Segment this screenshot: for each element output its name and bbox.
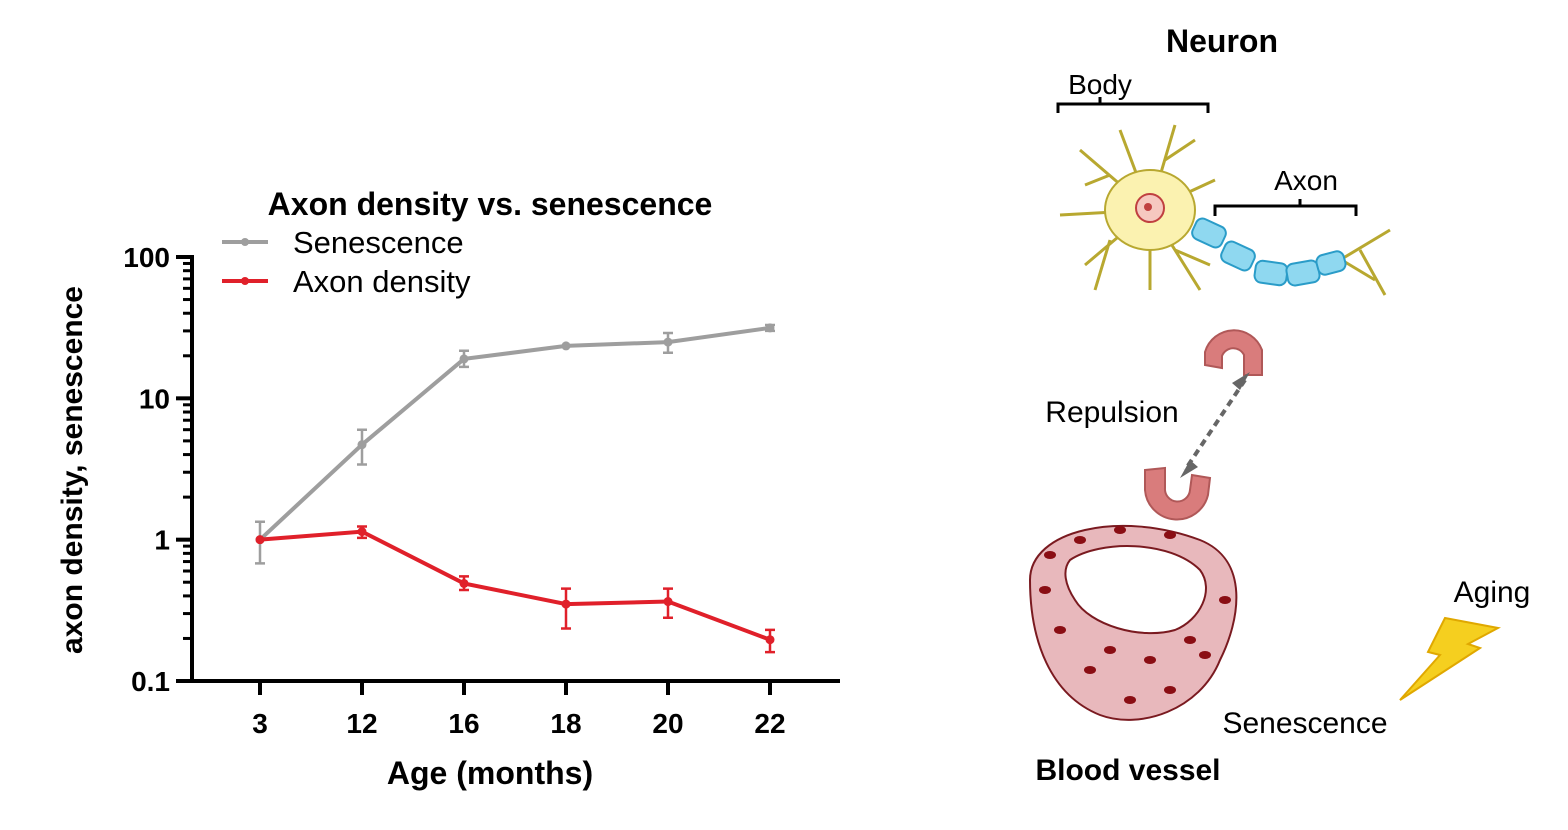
data-point <box>357 527 367 537</box>
y-tick-label: 100 <box>123 242 170 273</box>
chart-title: Axon density vs. senescence <box>268 186 713 222</box>
lightning-icon <box>1399 616 1501 701</box>
data-point <box>765 635 775 645</box>
y-tick-label: 10 <box>139 383 170 414</box>
y-tick-label: 0.1 <box>131 666 170 697</box>
chart: Axon density vs. senescence Senescence Ax… <box>56 186 840 791</box>
x-tick-label: 22 <box>754 708 785 739</box>
body-label: Body <box>1068 69 1132 100</box>
series-line <box>258 325 771 542</box>
x-tick-label: 20 <box>652 708 683 739</box>
arrowhead-icon <box>1180 460 1198 478</box>
magnet-bottom-icon <box>1144 466 1212 521</box>
arrowhead-icon <box>1232 372 1250 390</box>
axon-bracket <box>1213 199 1358 216</box>
legend-label: Senescence <box>293 225 464 260</box>
series-line <box>259 529 771 642</box>
neuron-title: Neuron <box>1166 23 1278 59</box>
plot-area <box>255 323 775 654</box>
data-point <box>663 597 673 607</box>
y-tick-label: 1 <box>154 525 170 556</box>
legend: Senescence Axon density <box>222 225 471 299</box>
x-tick-label: 18 <box>550 708 581 739</box>
data-point <box>357 440 367 450</box>
blood-vessel-label: Blood vessel <box>1035 754 1220 787</box>
axes: 100 10 1 0.1 3 12 16 18 20 22 <box>123 242 840 739</box>
data-point <box>765 323 775 333</box>
senescence-label: Senescence <box>1222 707 1387 740</box>
repulsion-arrow <box>1183 378 1247 472</box>
x-axis-label: Age (months) <box>387 755 593 791</box>
axon-label: Axon <box>1274 165 1338 196</box>
y-axis-label: axon density, senescence <box>56 286 89 654</box>
aging-label: Aging <box>1454 576 1531 609</box>
legend-marker <box>241 238 249 246</box>
body-bracket <box>1056 97 1210 113</box>
series-axon-density <box>255 525 775 654</box>
magnet-top-icon <box>1204 329 1263 376</box>
diagram: Neuron Body Axon Repul <box>1028 23 1531 787</box>
data-point <box>459 354 469 364</box>
data-point <box>561 341 571 351</box>
data-point <box>561 599 571 609</box>
x-tick-label: 12 <box>346 708 377 739</box>
x-tick-label: 16 <box>448 708 479 739</box>
repulsion-label: Repulsion <box>1045 396 1178 429</box>
series-senescence <box>255 323 775 565</box>
neuron-illustration <box>1059 124 1391 296</box>
error-bar <box>561 587 571 630</box>
data-point <box>459 578 469 588</box>
data-point <box>663 337 673 347</box>
blood-vessel-illustration <box>1028 524 1238 721</box>
legend-label: Axon density <box>293 264 471 299</box>
x-tick-label: 3 <box>252 708 268 739</box>
data-point <box>255 535 265 545</box>
legend-marker <box>241 277 249 285</box>
